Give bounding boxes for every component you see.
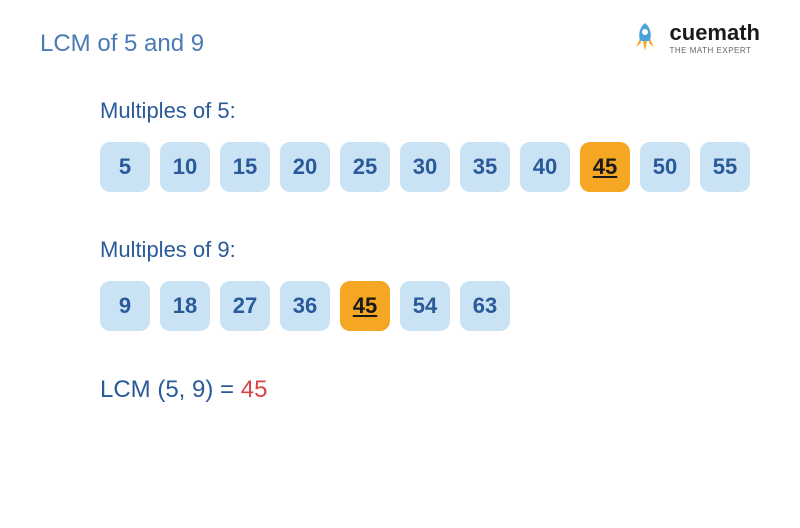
multiple-box: 36 [280, 281, 330, 331]
rocket-icon [628, 21, 662, 55]
multiple-box: 27 [220, 281, 270, 331]
multiples-9-label: Multiples of 9: [100, 237, 760, 263]
multiples-9-row: 9182736455463 [100, 281, 760, 331]
logo-text: cuemath [670, 20, 760, 46]
multiple-box: 10 [160, 142, 210, 192]
multiple-box: 15 [220, 142, 270, 192]
multiple-box: 55 [700, 142, 750, 192]
multiple-box: 20 [280, 142, 330, 192]
multiple-box: 50 [640, 142, 690, 192]
multiple-box: 9 [100, 281, 150, 331]
lcm-result: LCM (5, 9) = 45 [100, 376, 760, 404]
multiple-box: 30 [400, 142, 450, 192]
multiple-box: 40 [520, 142, 570, 192]
multiple-box: 54 [400, 281, 450, 331]
multiple-box: 18 [160, 281, 210, 331]
multiple-box: 35 [460, 142, 510, 192]
result-label: LCM (5, 9) = [100, 376, 241, 403]
multiples-5-row: 510152025303540455055 [100, 142, 760, 192]
multiple-box: 25 [340, 142, 390, 192]
result-value: 45 [241, 376, 268, 403]
multiple-box: 45 [580, 142, 630, 192]
multiple-box: 5 [100, 142, 150, 192]
logo-tagline: THE MATH EXPERT [670, 46, 760, 55]
multiple-box: 63 [460, 281, 510, 331]
multiples-5-label: Multiples of 5: [100, 98, 760, 124]
multiple-box: 45 [340, 281, 390, 331]
brand-logo: cuemath THE MATH EXPERT [628, 20, 760, 55]
